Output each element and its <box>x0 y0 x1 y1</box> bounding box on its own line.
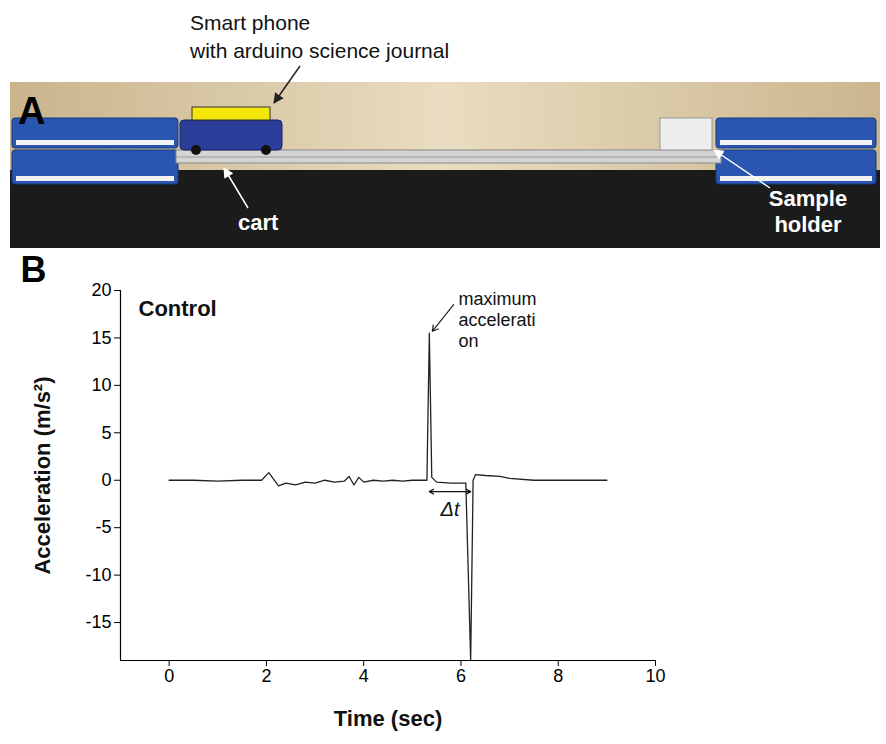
svg-text:20: 20 <box>91 280 111 300</box>
svg-text:10: 10 <box>645 666 665 686</box>
svg-text:Control: Control <box>139 296 217 321</box>
svg-text:Smart phone: Smart phone <box>190 11 310 34</box>
svg-text:Time (sec): Time (sec) <box>334 706 442 731</box>
svg-text:Acceleration (m/s²): Acceleration (m/s²) <box>30 376 55 574</box>
svg-text:5: 5 <box>101 423 111 443</box>
svg-text:-15: -15 <box>85 612 111 632</box>
svg-text:A: A <box>18 90 45 132</box>
svg-text:cart: cart <box>238 210 279 235</box>
svg-text:B: B <box>21 250 47 290</box>
svg-text:Sample: Sample <box>769 186 847 211</box>
svg-text:6: 6 <box>456 666 466 686</box>
svg-text:15: 15 <box>91 328 111 348</box>
svg-text:-5: -5 <box>95 517 111 537</box>
svg-text:4: 4 <box>359 666 369 686</box>
svg-text:2: 2 <box>261 666 271 686</box>
svg-text:maximumacceleration: maximumacceleration <box>459 289 537 350</box>
svg-text:10: 10 <box>91 375 111 395</box>
svg-text:holder: holder <box>774 212 842 237</box>
svg-text:0: 0 <box>164 666 174 686</box>
svg-text:8: 8 <box>553 666 563 686</box>
svg-text:-10: -10 <box>85 565 111 585</box>
svg-text:0: 0 <box>101 470 111 490</box>
svg-text:with arduino science journal: with arduino science journal <box>189 39 449 62</box>
svg-text:Δt: Δt <box>440 498 461 520</box>
